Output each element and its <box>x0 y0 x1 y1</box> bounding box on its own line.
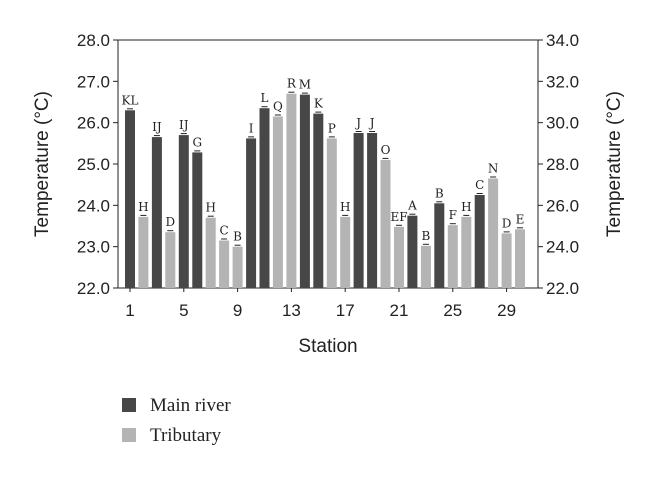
left-tick-label: 25.0 <box>77 155 110 174</box>
x-tick-label: 21 <box>390 301 409 320</box>
significance-label-station-27: C <box>475 178 484 192</box>
bar-station-11-main <box>259 108 270 288</box>
bar-station-17-tributary <box>340 216 351 288</box>
x-axis-title: Station <box>298 336 357 357</box>
bar-station-25-tributary <box>447 225 458 288</box>
bar-station-9-tributary <box>232 246 243 288</box>
left-tick-label: 24.0 <box>77 196 110 215</box>
x-axis-ticks: 1 5 9 13 17 21 25 29 <box>125 288 516 320</box>
bar-station-19-main <box>367 133 378 288</box>
bar-station-16-tributary <box>326 138 337 288</box>
left-tick-label: 28.0 <box>77 31 110 50</box>
significance-label-station-3: IJ <box>152 120 162 134</box>
significance-label-station-16: P <box>328 121 336 135</box>
bar-station-23-tributary <box>420 245 431 288</box>
bar-station-1-main <box>125 110 135 288</box>
significance-label-station-9: B <box>233 230 242 244</box>
legend-label-main-river: Main river <box>150 395 231 416</box>
bar-station-2-tributary <box>138 216 149 288</box>
bar-group <box>125 91 525 288</box>
bar-station-20-tributary <box>380 159 391 288</box>
significance-label-station-5: IJ <box>179 118 189 132</box>
left-tick-label: 23.0 <box>77 238 110 257</box>
right-axis-ticks: 22.0 24.0 26.0 28.0 30.0 32.0 34.0 <box>538 31 579 298</box>
significance-label-station-7: H <box>205 201 215 215</box>
significance-label-station-30: E <box>516 212 525 226</box>
x-tick-label: 13 <box>282 301 301 320</box>
left-tick-label: 27.0 <box>77 72 110 91</box>
significance-label-station-14: M <box>299 78 311 92</box>
significance-label-station-12: Q <box>273 100 283 114</box>
legend: Main river Tributary <box>122 395 231 446</box>
bar-station-18-main <box>353 133 364 288</box>
bar-station-28-tributary <box>488 178 499 288</box>
right-tick-label: 22.0 <box>546 279 579 298</box>
x-tick-label: 29 <box>497 301 516 320</box>
bar-station-22-main <box>407 215 418 288</box>
x-tick-label: 1 <box>125 301 134 320</box>
significance-label-station-29: D <box>502 216 512 230</box>
significance-label-station-11: L <box>261 91 269 105</box>
bar-station-21-tributary <box>394 226 404 288</box>
x-tick-label: 9 <box>233 301 242 320</box>
bar-station-14-main <box>299 94 310 288</box>
legend-swatch-tributary <box>122 428 136 442</box>
legend-swatch-main-river <box>122 398 136 412</box>
significance-label-station-18: J <box>354 116 361 130</box>
bar-station-30-tributary <box>515 229 525 288</box>
right-tick-label: 28.0 <box>546 155 579 174</box>
bar-station-10-main <box>246 138 257 288</box>
significance-label-station-17: H <box>340 200 350 214</box>
right-tick-label: 32.0 <box>546 72 579 91</box>
bar-station-15-main <box>313 113 324 288</box>
bar-station-3-main <box>151 137 162 288</box>
significance-label-station-2: H <box>138 200 148 214</box>
bar-station-4-tributary <box>165 232 176 288</box>
significance-label-station-6: G <box>193 135 203 149</box>
bar-station-5-main <box>178 135 189 288</box>
significance-label-station-28: N <box>488 162 499 176</box>
right-tick-label: 30.0 <box>546 114 579 133</box>
bar-station-27-main <box>474 195 485 288</box>
x-tick-label: 25 <box>443 301 462 320</box>
significance-label-station-25: F <box>449 208 457 222</box>
right-tick-label: 24.0 <box>546 238 579 257</box>
bar-station-24-main <box>434 203 445 288</box>
bar-station-8-tributary <box>219 240 230 288</box>
left-tick-label: 26.0 <box>77 114 110 133</box>
significance-label-station-26: H <box>461 200 471 214</box>
significance-label-station-22: A <box>407 199 417 213</box>
legend-label-tributary: Tributary <box>150 425 222 446</box>
significance-label-station-13: R <box>287 77 297 91</box>
right-tick-label: 34.0 <box>546 31 579 50</box>
y-axis-title: Temperature (°C) <box>32 91 53 237</box>
right-tick-label: 26.0 <box>546 196 579 215</box>
x-tick-label: 5 <box>179 301 188 320</box>
significance-label-station-23: B <box>421 229 430 243</box>
bar-station-12-tributary <box>272 116 283 288</box>
significance-label-station-10: I <box>249 121 254 135</box>
significance-label-station-8: C <box>220 224 229 238</box>
significance-label-station-19: J <box>368 116 375 130</box>
bar-station-26-tributary <box>461 216 472 288</box>
left-tick-label: 22.0 <box>77 279 110 298</box>
significance-label-station-21: EF <box>390 210 407 224</box>
bar-station-29-tributary <box>501 233 512 288</box>
significance-label-station-20: O <box>381 143 391 157</box>
x-tick-label: 17 <box>336 301 355 320</box>
bar-station-6-main <box>192 152 203 288</box>
bar-station-7-tributary <box>205 217 216 288</box>
significance-label-station-4: D <box>165 215 175 229</box>
significance-label-station-15: K <box>314 97 324 111</box>
significance-label-station-1: KL <box>122 93 139 107</box>
bar-station-13-tributary <box>286 93 297 288</box>
y2-axis-title: Temperature (°C) <box>604 91 625 237</box>
significance-label-station-24: B <box>435 186 444 200</box>
left-axis-ticks: 22.0 23.0 24.0 25.0 26.0 27.0 28.0 <box>77 31 118 298</box>
